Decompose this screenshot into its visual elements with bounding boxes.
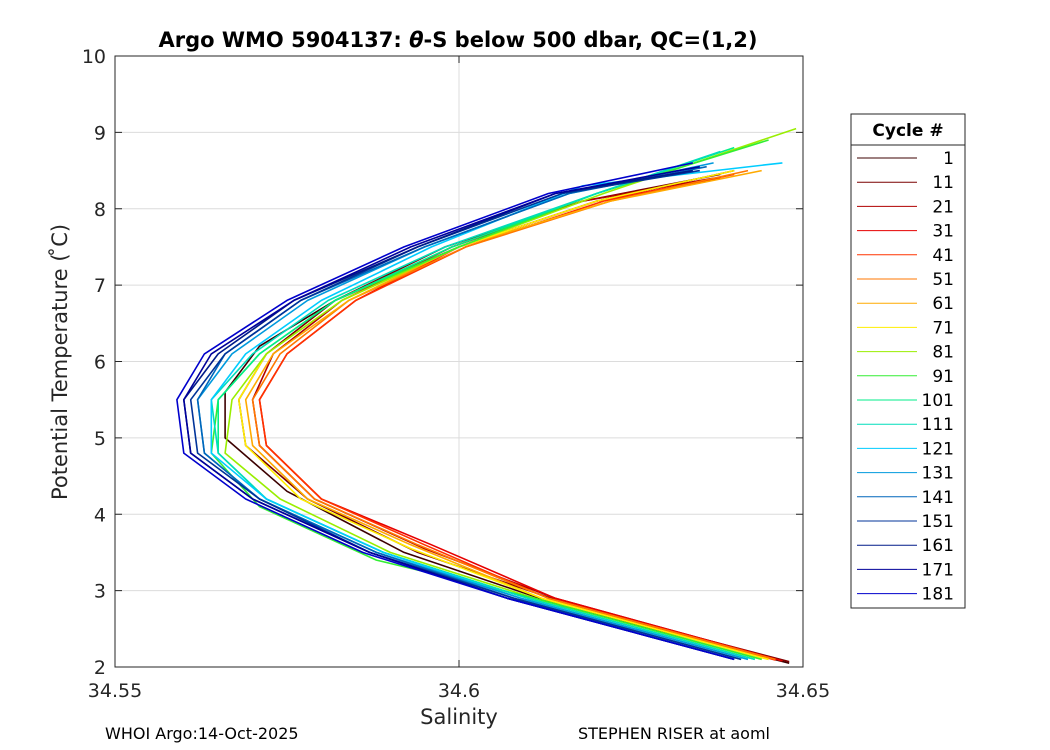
series-line-141 [196, 165, 742, 661]
x-tick-label: 34.65 [776, 680, 830, 702]
legend-label-161: 161 [922, 536, 954, 556]
ticks: 34.55 34.6 34.65 2 3 4 5 6 7 8 9 10 [82, 46, 830, 702]
y-tick-label: 8 [94, 199, 106, 221]
legend-label-131: 131 [922, 464, 954, 484]
legend-label-121: 121 [922, 439, 954, 459]
legend-label-151: 151 [922, 512, 954, 532]
y-axis-label: Potential Temperature ( ̊C) [48, 224, 72, 500]
chart-title-suffix: -S below 500 dbar, QC=(1,2) [424, 28, 758, 52]
y-tick-label: 6 [94, 352, 106, 374]
y-tick-label: 9 [94, 122, 106, 144]
y-tick-label: 3 [94, 581, 106, 603]
legend-label-41: 41 [932, 246, 954, 266]
series-line-171 [183, 165, 735, 661]
legend-label-51: 51 [932, 270, 954, 290]
legend-label-111: 111 [922, 415, 954, 435]
legend-title: Cycle # [872, 121, 943, 141]
legend-label-1: 1 [943, 149, 954, 169]
x-axis-label: Salinity [420, 705, 498, 729]
x-tick-label: 34.55 [88, 680, 142, 702]
legend-label-101: 101 [922, 391, 954, 411]
series-line-71 [238, 169, 769, 661]
series-line-181 [176, 162, 735, 661]
legend-label-31: 31 [932, 222, 954, 242]
y-tick-label: 2 [94, 657, 106, 679]
legend-label-61: 61 [932, 294, 954, 314]
series-line-81 [224, 127, 797, 661]
legend-label-81: 81 [932, 343, 954, 363]
chart-title: Argo WMO 5904137: θ-S below 500 dbar, QC… [158, 28, 757, 52]
legend-label-91: 91 [932, 367, 954, 387]
series-line-51 [251, 169, 776, 661]
legend: Cycle # 11121314151617181911011111211311… [850, 113, 966, 609]
series-line-61 [244, 169, 769, 661]
legend-label-181: 181 [922, 585, 954, 605]
y-tick-label: 7 [94, 275, 106, 297]
grid [115, 56, 803, 667]
legend-label-11: 11 [932, 173, 954, 193]
footer-right: STEPHEN RISER at aoml [578, 724, 770, 743]
y-tick-label: 10 [82, 46, 106, 68]
chart-title-prefix: Argo WMO 5904137: [158, 28, 409, 52]
y-tick-label: 4 [94, 504, 106, 526]
series-group [176, 127, 797, 664]
y-tick-label: 5 [94, 428, 106, 450]
legend-label-21: 21 [932, 197, 954, 217]
x-tick-label: 34.6 [438, 680, 480, 702]
legend-box [850, 113, 966, 609]
legend-label-141: 141 [922, 488, 954, 508]
footer-left: WHOI Argo:14-Oct-2025 [105, 724, 299, 743]
chart-title-theta: θ [409, 28, 423, 52]
legend-label-71: 71 [932, 318, 954, 338]
legend-label-171: 171 [922, 560, 954, 580]
